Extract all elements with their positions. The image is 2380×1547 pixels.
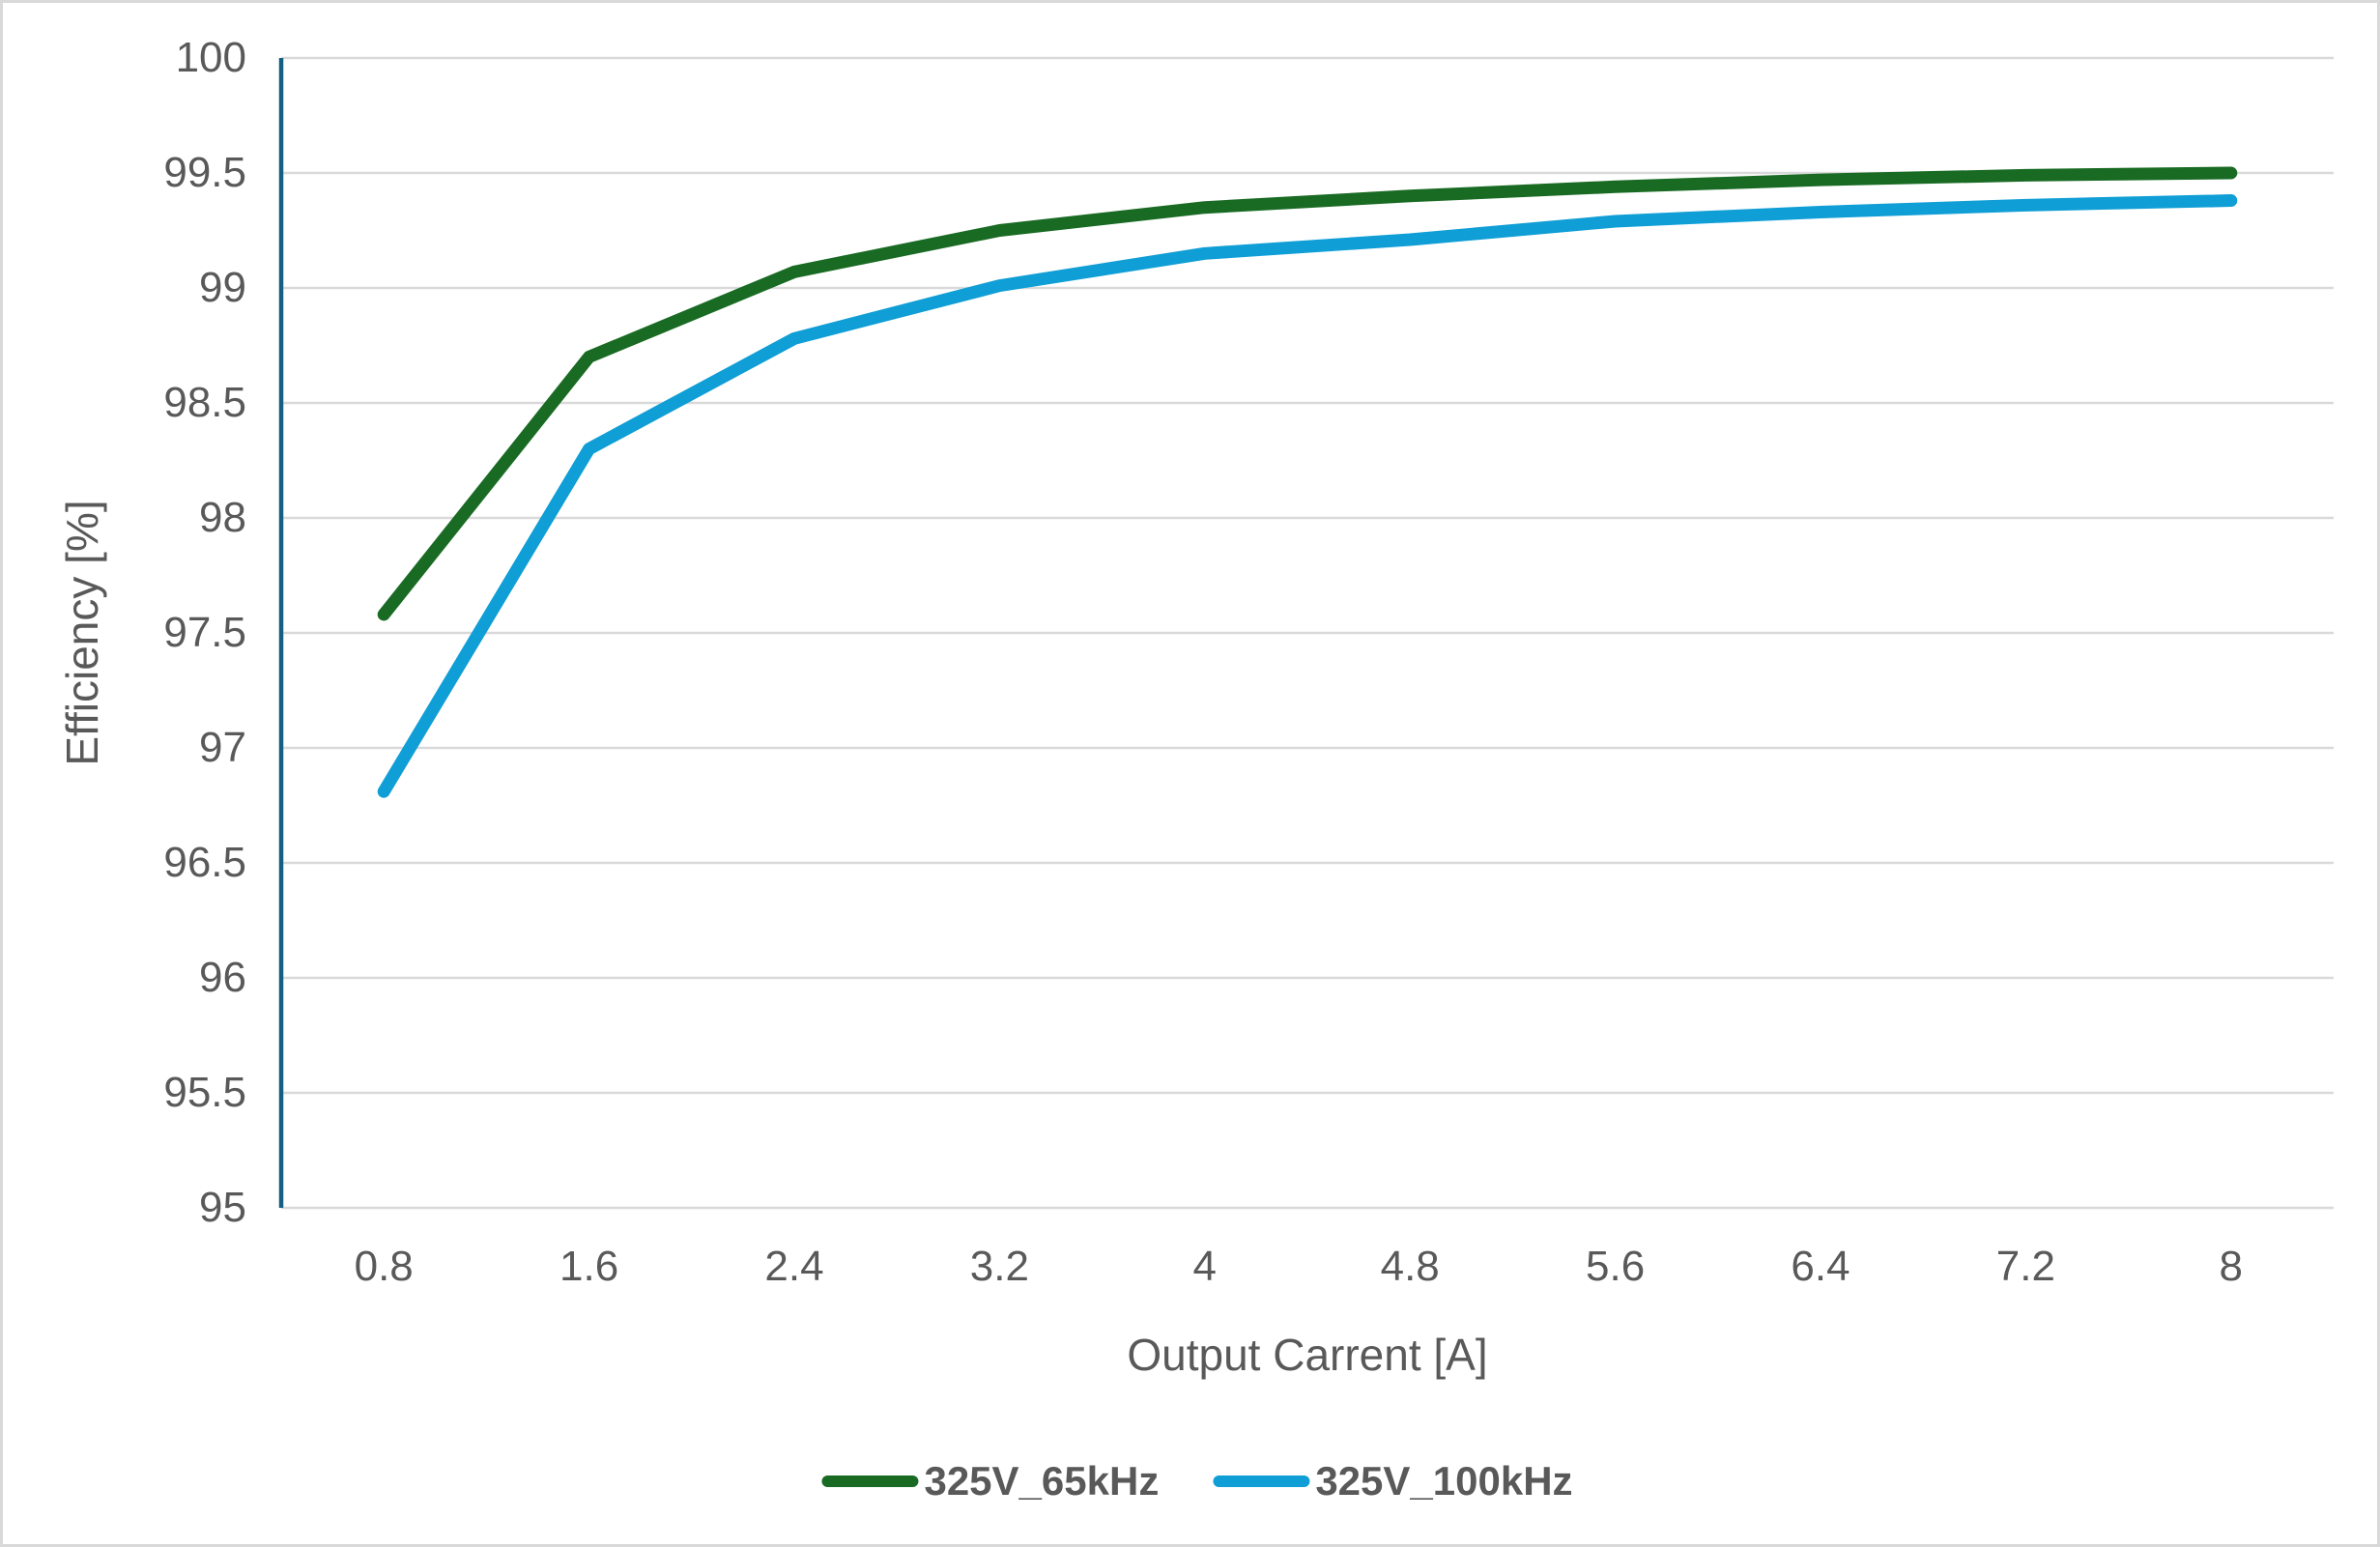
- y-tick-label: 99.5: [163, 149, 246, 196]
- series-line-325V_100kHz[interactable]: [377, 194, 2238, 798]
- y-tick-label: 98: [199, 494, 246, 541]
- legend-marker-green-line-icon: [821, 1475, 919, 1487]
- x-tick-label: 2.4: [764, 1243, 824, 1290]
- legend-label: 325V_100kHz: [1315, 1458, 1573, 1504]
- legend-marker-blue-line-icon: [1213, 1475, 1310, 1487]
- y-tick-label: 95: [199, 1184, 246, 1231]
- legend-item-325v-65khz[interactable]: 325V_65kHz: [821, 1458, 1159, 1504]
- y-tick-label: 97: [199, 724, 246, 771]
- legend-label: 325V_65kHz: [924, 1458, 1160, 1504]
- x-tick-label: 4.8: [1380, 1243, 1440, 1290]
- plot-area: [278, 56, 2334, 1210]
- y-tick-label: 96: [199, 954, 246, 1001]
- y-axis-title: Efficiency [%]: [57, 500, 107, 766]
- y-tick-label: 98.5: [163, 379, 246, 426]
- x-tick-label: 4: [1192, 1243, 1218, 1290]
- y-tick-label: 99: [199, 264, 246, 311]
- legend: 325V_65kHz 325V_100kHz: [821, 1458, 1573, 1504]
- series-line-325V_65kHz[interactable]: [377, 166, 2238, 621]
- x-tick-label: 6.4: [1791, 1243, 1850, 1290]
- x-tick-label: 7.2: [1995, 1243, 2055, 1290]
- y-tick-label: 97.5: [163, 609, 246, 656]
- gridlines: [281, 56, 2334, 1210]
- x-tick-label: 5.6: [1586, 1243, 1646, 1290]
- y-tick-label: 95.5: [163, 1069, 246, 1116]
- legend-item-325v-100khz[interactable]: 325V_100kHz: [1213, 1458, 1573, 1504]
- x-tick-label: 8: [2219, 1243, 2244, 1290]
- y-tick-label: 100: [175, 34, 246, 81]
- y-tick-label: 96.5: [163, 839, 246, 886]
- x-tick-label: 0.8: [354, 1243, 414, 1290]
- x-tick-label: 1.6: [559, 1243, 619, 1290]
- x-axis-title: Output Carrent [A]: [1127, 1330, 1488, 1380]
- x-tick-label: 3.2: [969, 1243, 1029, 1290]
- series-lines: [377, 166, 2238, 798]
